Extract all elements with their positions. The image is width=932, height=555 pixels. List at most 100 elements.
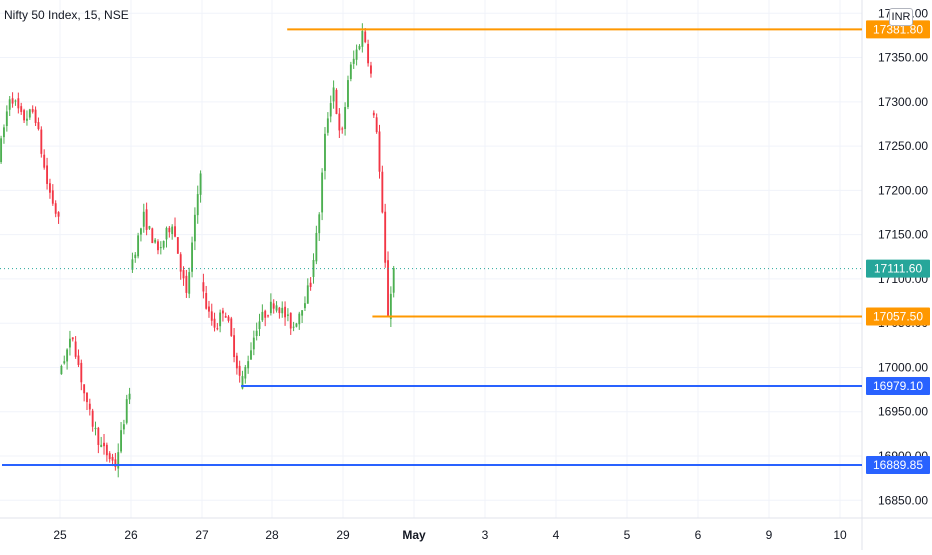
candle bbox=[238, 360, 241, 383]
candle bbox=[341, 126, 344, 134]
candle bbox=[43, 149, 46, 170]
candle bbox=[389, 286, 392, 328]
candle-body bbox=[8, 99, 11, 110]
y-tick-label: 17250.00 bbox=[878, 139, 928, 153]
candle bbox=[94, 421, 97, 436]
candle-body bbox=[238, 365, 241, 376]
candle bbox=[219, 309, 222, 333]
candle bbox=[275, 301, 278, 313]
candle-body bbox=[289, 312, 292, 329]
candle-body bbox=[329, 103, 332, 117]
candle-body bbox=[312, 260, 315, 277]
time-axis[interactable]: 25 26 27 28 29 May 3 4 5 6 9 10 bbox=[53, 528, 847, 542]
candle bbox=[244, 364, 247, 384]
candle-body bbox=[188, 272, 191, 294]
candle bbox=[114, 452, 117, 471]
candle-body bbox=[208, 306, 210, 312]
candle-body bbox=[216, 328, 219, 330]
level-price-tag-bg bbox=[866, 20, 930, 39]
candle bbox=[205, 285, 208, 310]
candle-body bbox=[275, 305, 278, 311]
candle bbox=[88, 398, 91, 416]
candle bbox=[355, 44, 358, 66]
candle bbox=[176, 237, 179, 254]
x-tick-label: 29 bbox=[336, 528, 350, 542]
x-tick-label: May bbox=[402, 528, 426, 542]
candle bbox=[103, 434, 105, 455]
candle bbox=[286, 308, 289, 322]
candle bbox=[202, 273, 205, 299]
candle bbox=[381, 165, 384, 214]
candle bbox=[347, 75, 349, 110]
candle-body bbox=[392, 268, 395, 293]
candle bbox=[372, 110, 375, 119]
candle-body bbox=[205, 293, 208, 309]
candle-body bbox=[111, 456, 114, 461]
candle-body bbox=[168, 227, 171, 233]
candle bbox=[20, 102, 23, 115]
candle bbox=[159, 241, 162, 255]
x-tick-label: 28 bbox=[265, 528, 279, 542]
candle-body bbox=[40, 129, 43, 154]
candle bbox=[261, 304, 264, 322]
candle-body bbox=[315, 232, 318, 262]
candle-body bbox=[378, 131, 381, 172]
candle bbox=[5, 105, 8, 132]
candle-body bbox=[375, 117, 378, 133]
candle bbox=[295, 322, 298, 328]
candle bbox=[117, 443, 120, 478]
candle-body bbox=[252, 337, 255, 350]
candle bbox=[0, 135, 3, 164]
candle bbox=[216, 322, 219, 331]
candle-body bbox=[370, 65, 372, 74]
candle bbox=[298, 311, 301, 330]
candle bbox=[329, 95, 332, 123]
candle-body bbox=[60, 365, 63, 375]
candle bbox=[97, 426, 100, 454]
candle-body bbox=[174, 226, 176, 237]
candle-body bbox=[131, 259, 134, 270]
candle-body bbox=[367, 43, 370, 64]
candle bbox=[131, 252, 134, 273]
candle bbox=[191, 236, 193, 278]
candle-body bbox=[120, 430, 122, 452]
candle-body bbox=[37, 122, 40, 130]
x-tick-label: 3 bbox=[482, 528, 489, 542]
y-tick-label: 17150.00 bbox=[878, 228, 928, 242]
candle-body bbox=[224, 316, 227, 318]
candle bbox=[71, 337, 74, 342]
candle-body bbox=[51, 190, 54, 204]
candle-body bbox=[261, 311, 264, 321]
candle bbox=[125, 394, 128, 425]
candle-body bbox=[171, 226, 174, 235]
candle-body bbox=[381, 171, 384, 213]
candle bbox=[269, 293, 272, 316]
candle bbox=[387, 251, 389, 318]
candle bbox=[63, 355, 66, 365]
candle bbox=[188, 267, 191, 299]
candle bbox=[80, 359, 83, 391]
x-tick-label: 6 bbox=[695, 528, 702, 542]
currency-button[interactable]: INR bbox=[889, 8, 913, 26]
candle bbox=[51, 184, 54, 206]
candle bbox=[31, 105, 34, 114]
candle bbox=[77, 349, 80, 368]
y-tick-label: 17000.00 bbox=[878, 360, 928, 374]
candle bbox=[196, 185, 199, 224]
candle-body bbox=[28, 109, 31, 118]
candle bbox=[83, 384, 86, 402]
candle-body bbox=[361, 30, 364, 47]
candle-body bbox=[86, 392, 88, 403]
candle-body bbox=[46, 165, 49, 184]
y-tick-label: 17300.00 bbox=[878, 95, 928, 109]
candle bbox=[315, 225, 318, 265]
candle-body bbox=[202, 282, 205, 292]
candle-body bbox=[258, 321, 261, 330]
candle bbox=[37, 117, 40, 131]
candle-body bbox=[344, 107, 347, 129]
candle-body bbox=[114, 459, 117, 467]
price-axis[interactable]: 17400.0017350.0017300.0017250.0017200.00… bbox=[878, 6, 928, 507]
